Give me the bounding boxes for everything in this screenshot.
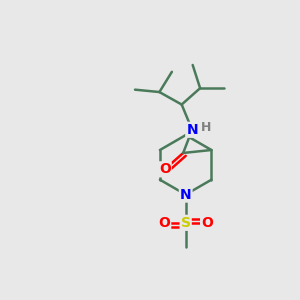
Text: S: S	[181, 216, 191, 230]
Text: N: N	[180, 188, 191, 202]
Text: N: N	[186, 123, 198, 137]
Text: O: O	[159, 162, 171, 176]
Text: O: O	[201, 216, 213, 230]
Text: O: O	[158, 216, 170, 230]
Text: H: H	[201, 121, 212, 134]
